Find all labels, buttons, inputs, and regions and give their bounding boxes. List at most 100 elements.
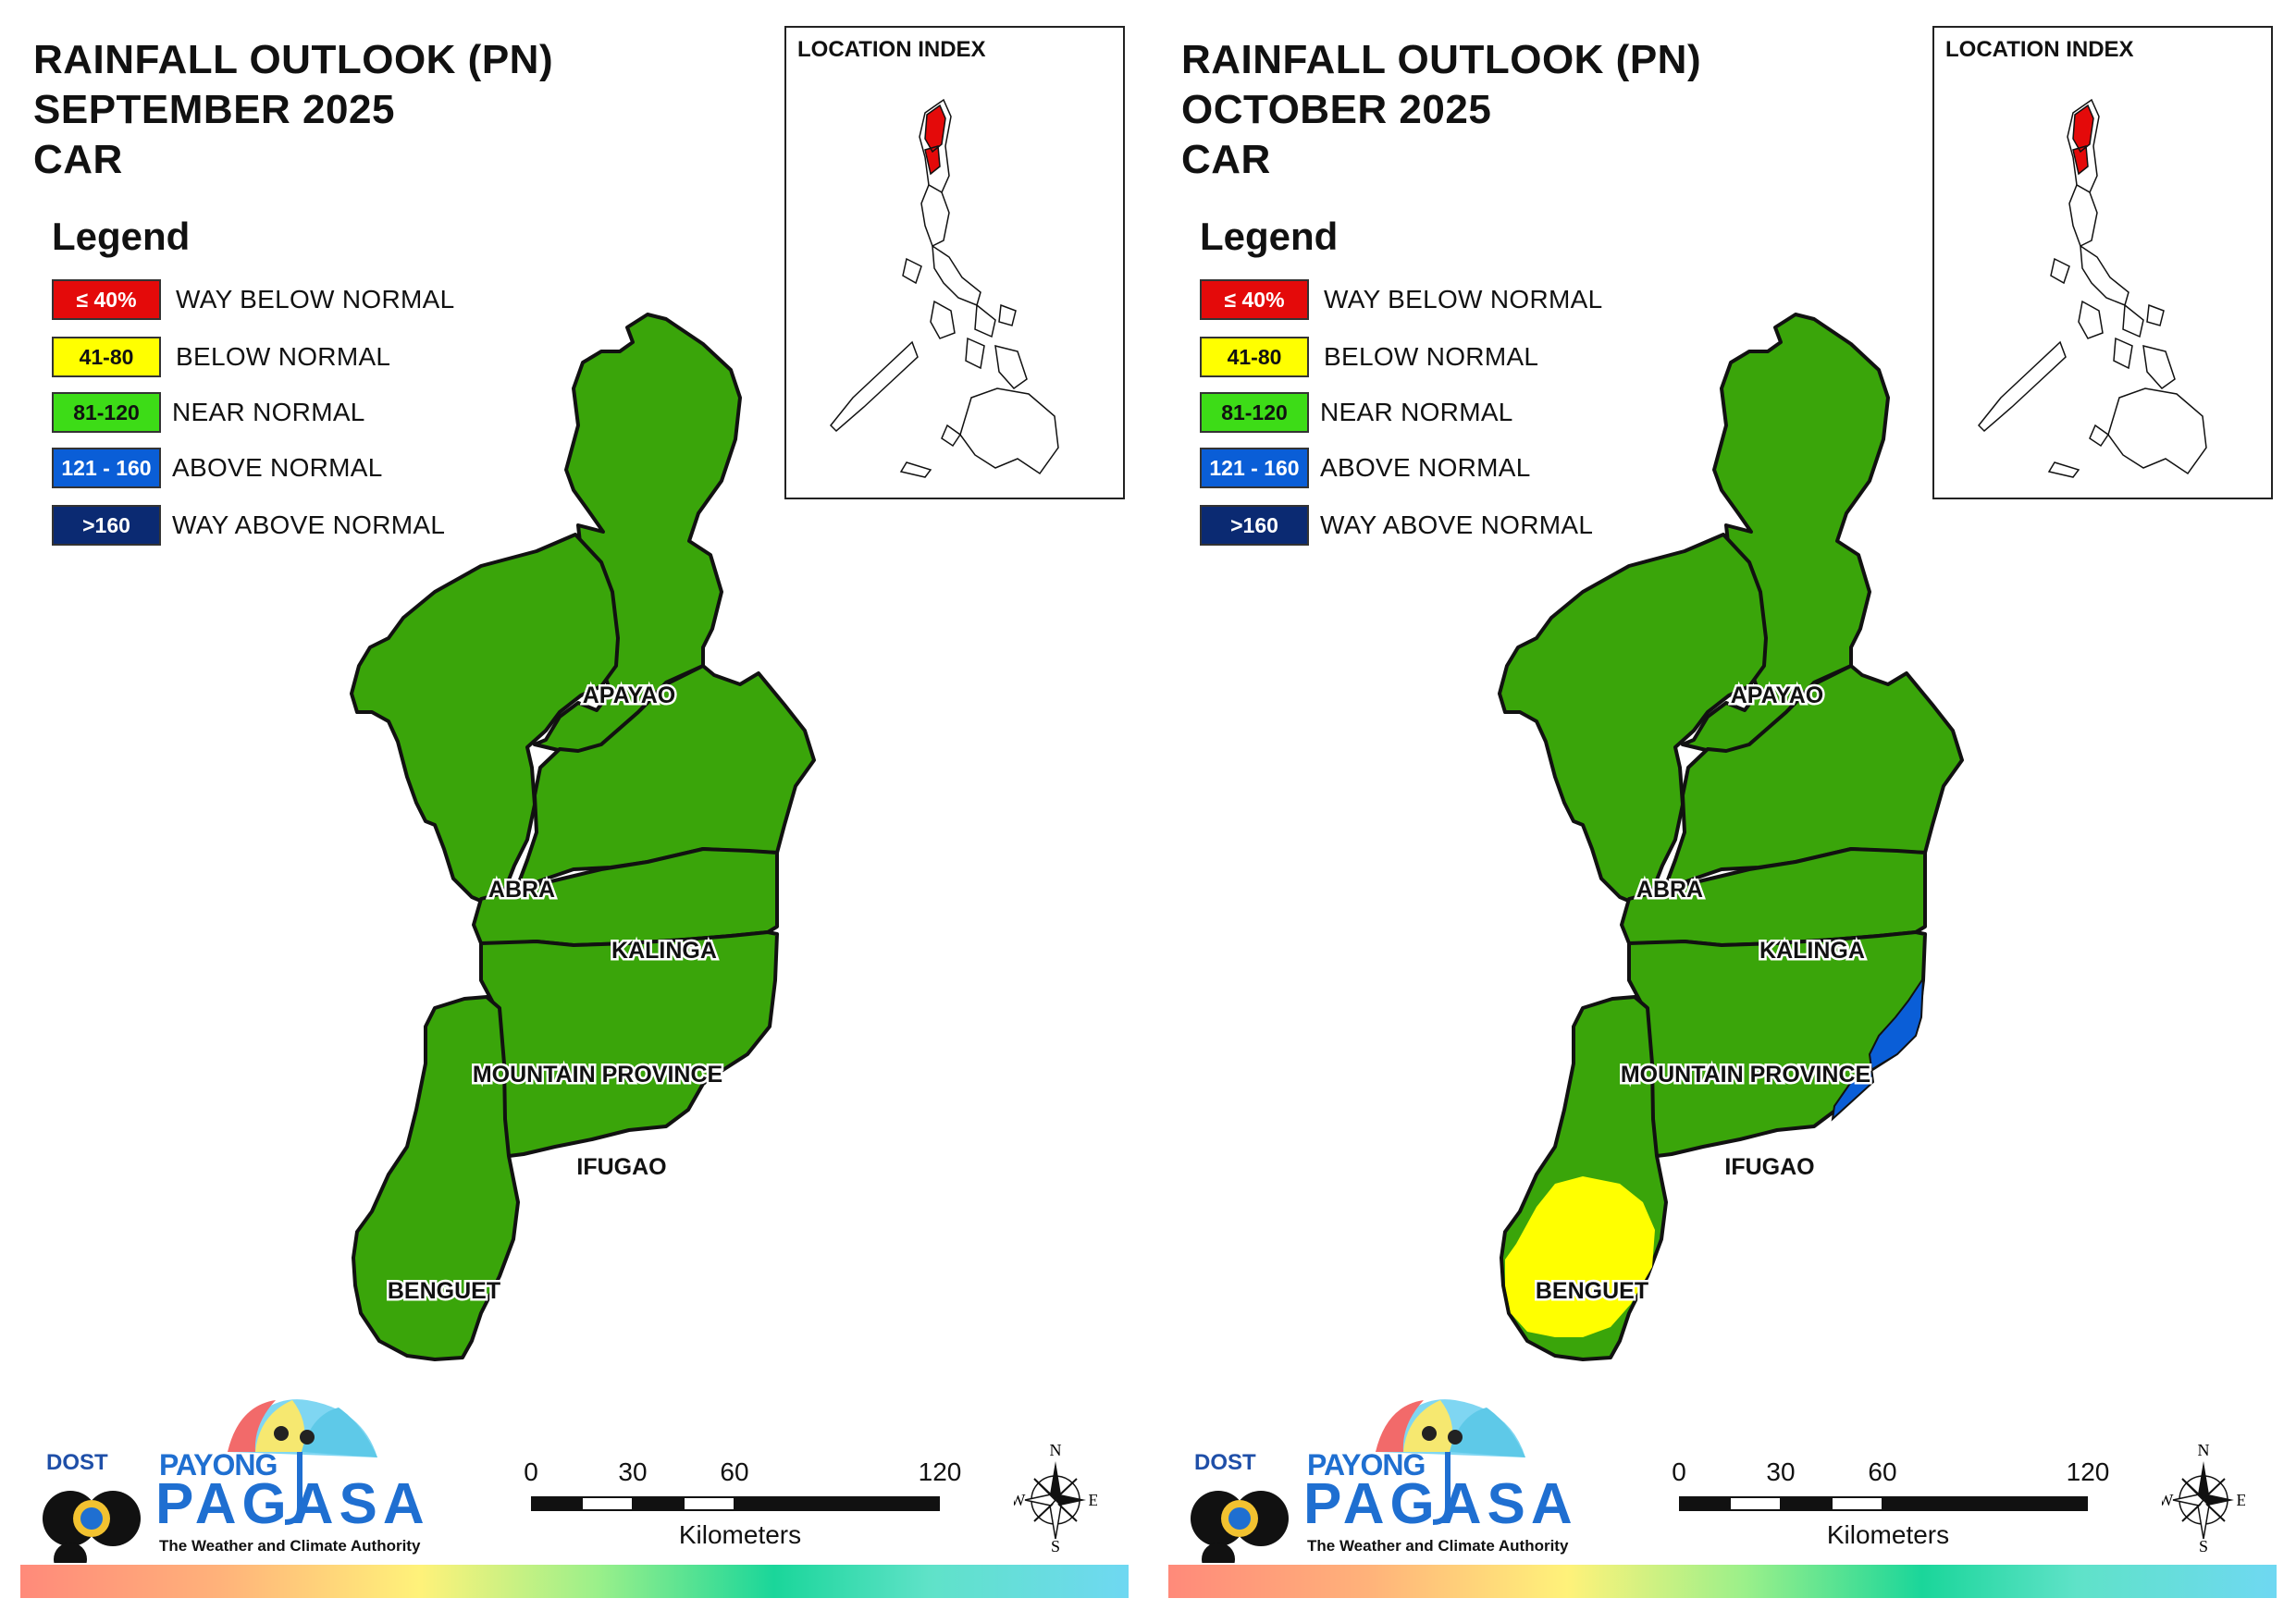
compass-s: S xyxy=(1051,1537,1060,1554)
scale-unit-label: Kilometers xyxy=(678,1520,802,1549)
umbrella-logo-icon xyxy=(1191,1399,1525,1563)
legend-label: NEAR NORMAL xyxy=(172,398,365,426)
province-ifugao xyxy=(479,930,779,1158)
legend-swatch: ≤ 40% xyxy=(1200,279,1309,320)
label-mountain-province: MOUNTAIN PROVINCE xyxy=(473,1062,722,1088)
legend-item-near-normal: 81-120 NEAR NORMAL xyxy=(1200,392,1662,435)
legend-label: BELOW NORMAL xyxy=(176,342,391,371)
location-index-title: LOCATION INDEX xyxy=(1945,37,2134,62)
logo-payong-text: PAYONG xyxy=(159,1448,278,1482)
ifugao-above-normal-overlay xyxy=(1831,975,1925,1122)
pagasa-logo: DOST PAYONG PAGASA The Weather and Clima… xyxy=(33,1387,425,1563)
compass-e: E xyxy=(2237,1491,2246,1509)
province-abra xyxy=(350,533,620,910)
location-index-title: LOCATION INDEX xyxy=(797,37,986,62)
compass-rose-icon: N S E W xyxy=(2158,1441,2247,1555)
title-line-2: OCTOBER 2025 xyxy=(1181,87,1492,132)
scale-segment xyxy=(1882,1496,2088,1511)
scale-unit-label: Kilometers xyxy=(1826,1520,1950,1549)
scale-tick-0: 0 xyxy=(524,1457,538,1486)
legend-label: ABOVE NORMAL xyxy=(1320,453,1531,482)
compass-w: W xyxy=(1014,1491,1026,1509)
compass-n: N xyxy=(2198,1443,2210,1459)
philippines-outline-icon xyxy=(829,98,1059,478)
label-kalinga: KALINGA xyxy=(611,938,717,964)
legend-label: WAY ABOVE NORMAL xyxy=(172,510,446,539)
map-title: RAINFALL OUTLOOK (PN) OCTOBER 2025 CAR xyxy=(1181,35,1701,185)
legend-swatch: 121 - 160 xyxy=(1200,448,1309,488)
legend-label: WAY BELOW NORMAL xyxy=(1324,285,1603,314)
legend-item-way-above-normal: >160 WAY ABOVE NORMAL xyxy=(52,505,514,547)
title-line-3: CAR xyxy=(1181,137,1271,182)
logo-tagline: The Weather and Climate Authority xyxy=(1307,1537,1569,1555)
title-line-1: RAINFALL OUTLOOK (PN) xyxy=(1181,37,1702,82)
legend-swatch: 121 - 160 xyxy=(52,448,161,488)
legend-label: BELOW NORMAL xyxy=(1324,342,1539,371)
legend-title: Legend xyxy=(52,215,191,258)
map-title: RAINFALL OUTLOOK (PN) SEPTEMBER 2025 CAR xyxy=(33,35,553,185)
color-stripe xyxy=(1168,1565,2277,1598)
legend-swatch: 41-80 xyxy=(1200,337,1309,377)
label-apayao: APAYAO xyxy=(583,682,676,708)
pagasa-logo: DOST PAYONG PAGASA The Weather and Clima… xyxy=(1181,1387,1573,1563)
color-stripe xyxy=(20,1565,1129,1598)
scale-tick-120: 120 xyxy=(918,1457,962,1486)
label-ifugao: IFUGAO xyxy=(576,1154,666,1180)
scale-segment xyxy=(683,1496,735,1511)
label-abra: ABRA xyxy=(1636,877,1703,903)
legend-label: WAY BELOW NORMAL xyxy=(176,285,455,314)
car-province-map: APAYAO ABRA KALINGA MOUNTAIN PROVINCE IF… xyxy=(1498,313,1964,1361)
outlook-panel-october: RAINFALL OUTLOOK (PN) OCTOBER 2025 CAR L… xyxy=(1148,0,2296,1623)
scale-segment xyxy=(581,1496,634,1511)
legend-item-above-normal: 121 - 160 ABOVE NORMAL xyxy=(1200,448,1662,490)
label-benguet: BENGUET xyxy=(388,1278,500,1304)
scale-tick-120: 120 xyxy=(2066,1457,2110,1486)
scale-tick-30: 30 xyxy=(1766,1457,1796,1486)
legend-title: Legend xyxy=(1200,215,1339,258)
label-ifugao: IFUGAO xyxy=(1724,1154,1814,1180)
legend-item-below-normal: 41-80 BELOW NORMAL xyxy=(1200,337,1662,379)
scale-segment xyxy=(1729,1496,1782,1511)
scale-tick-60: 60 xyxy=(1868,1457,1897,1486)
legend-item-way-below-normal: ≤ 40% WAY BELOW NORMAL xyxy=(52,279,514,322)
logo-pagasa-text: PAGASA xyxy=(155,1472,430,1536)
scale-bar: 0 30 60 120 Kilometers xyxy=(1672,1457,2109,1568)
scale-segment xyxy=(734,1496,940,1511)
compass-n: N xyxy=(1050,1443,1062,1459)
scale-bar: 0 30 60 120 Kilometers xyxy=(524,1457,961,1568)
logo-dost-text: DOST xyxy=(1194,1450,1256,1475)
compass-rose-icon: N S E W xyxy=(1010,1441,1099,1555)
scale-segment xyxy=(1679,1496,1731,1511)
legend-label: NEAR NORMAL xyxy=(1320,398,1513,426)
label-benguet: BENGUET xyxy=(1536,1278,1648,1304)
legend-swatch: ≤ 40% xyxy=(52,279,161,320)
legend-label: ABOVE NORMAL xyxy=(172,453,383,482)
label-abra: ABRA xyxy=(488,877,555,903)
scale-segment xyxy=(1831,1496,1883,1511)
title-line-2: SEPTEMBER 2025 xyxy=(33,87,395,132)
scale-segment xyxy=(531,1496,583,1511)
logo-payong-text: PAYONG xyxy=(1307,1448,1426,1482)
legend-label: WAY ABOVE NORMAL xyxy=(1320,510,1594,539)
car-province-map: APAYAO ABRA KALINGA MOUNTAIN PROVINCE IF… xyxy=(350,313,816,1361)
outlook-panel-september: RAINFALL OUTLOOK (PN) SEPTEMBER 2025 CAR… xyxy=(20,26,1129,1598)
legend-item-near-normal: 81-120 NEAR NORMAL xyxy=(52,392,514,435)
legend-swatch: 81-120 xyxy=(52,392,161,433)
logo-tagline: The Weather and Climate Authority xyxy=(159,1537,421,1555)
legend-item-below-normal: 41-80 BELOW NORMAL xyxy=(52,337,514,379)
scale-segment xyxy=(632,1496,685,1511)
legend-swatch: 81-120 xyxy=(1200,392,1309,433)
scale-tick-60: 60 xyxy=(720,1457,749,1486)
legend-item-above-normal: 121 - 160 ABOVE NORMAL xyxy=(52,448,514,490)
title-line-3: CAR xyxy=(33,137,123,182)
legend-swatch: 41-80 xyxy=(52,337,161,377)
compass-e: E xyxy=(1089,1491,1098,1509)
philippines-outline-icon xyxy=(1977,98,2207,478)
compass-w: W xyxy=(2162,1491,2174,1509)
scale-segment xyxy=(1780,1496,1833,1511)
scale-tick-30: 30 xyxy=(618,1457,648,1486)
legend-item-way-below-normal: ≤ 40% WAY BELOW NORMAL xyxy=(1200,279,1662,322)
logo-pagasa-text: PAGASA xyxy=(1303,1472,1578,1536)
location-index: LOCATION INDEX xyxy=(784,26,1125,499)
legend-swatch: >160 xyxy=(1200,505,1309,546)
